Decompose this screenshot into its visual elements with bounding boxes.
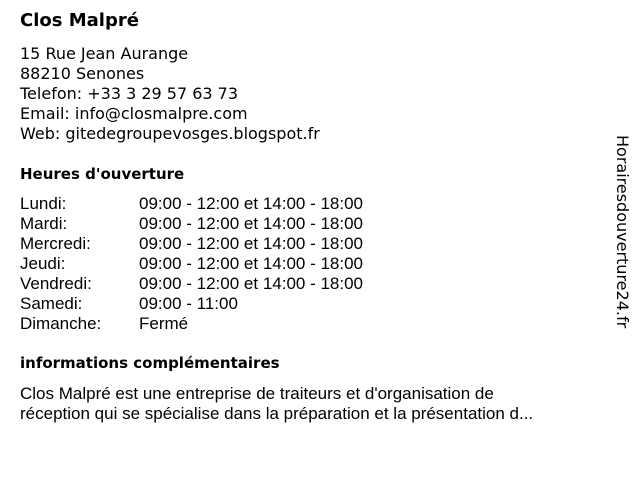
hours-value: 09:00 - 12:00 et 14:00 - 18:00	[139, 234, 364, 253]
day-label: Samedi:	[20, 294, 83, 313]
hours-row: Samedi: 09:00 - 11:00	[20, 294, 363, 314]
info-description: Clos Malpré est une entreprise de traite…	[20, 384, 630, 424]
hours-row: Mercredi: 09:00 - 12:00 et 14:00 - 18:00	[20, 234, 363, 254]
hours-row: Jeudi: 09:00 - 12:00 et 14:00 - 18:00	[20, 254, 363, 274]
hours-row: Lundi: 09:00 - 12:00 et 14:00 - 18:00	[20, 194, 363, 214]
email: Email: info@closmalpre.com	[20, 104, 248, 123]
day-label: Mardi:	[20, 214, 68, 233]
hours-row: Mardi: 09:00 - 12:00 et 14:00 - 18:00	[20, 214, 363, 234]
business-name: Clos Malpré	[20, 10, 139, 31]
info-heading: informations complémentaires	[20, 354, 280, 372]
hours-value: 09:00 - 12:00 et 14:00 - 18:00	[139, 194, 364, 213]
website: Web: gitedegroupevosges.blogspot.fr	[20, 124, 320, 143]
description-line: Clos Malpré est une entreprise de traite…	[20, 384, 494, 403]
day-label: Jeudi:	[20, 254, 66, 273]
day-label: Vendredi:	[20, 274, 92, 293]
hours-value: 09:00 - 12:00 et 14:00 - 18:00	[139, 214, 364, 233]
hours-value: 09:00 - 12:00 et 14:00 - 18:00	[139, 254, 364, 273]
phone: Telefon: +33 3 29 57 63 73	[20, 84, 239, 103]
watermark: Horairesdouverture24.fr	[613, 135, 632, 329]
address-street: 15 Rue Jean Aurange	[20, 44, 189, 63]
day-label: Lundi:	[20, 194, 67, 213]
hours-row: Dimanche: Fermé	[20, 314, 363, 334]
hours-row: Vendredi: 09:00 - 12:00 et 14:00 - 18:00	[20, 274, 363, 294]
hours-heading: Heures d'ouverture	[20, 165, 185, 183]
day-label: Dimanche:	[20, 314, 102, 333]
hours-table: Lundi: 09:00 - 12:00 et 14:00 - 18:00 Mar…	[20, 194, 363, 334]
address-city: 88210 Senones	[20, 64, 145, 83]
hours-value: Fermé	[139, 314, 189, 333]
hours-value: 09:00 - 12:00 et 14:00 - 18:00	[139, 274, 364, 293]
description-line: réception qui se spécialise dans la prép…	[20, 404, 534, 423]
contact-block: 15 Rue Jean Aurange 88210 Senones Telefo…	[20, 44, 320, 144]
hours-value: 09:00 - 11:00	[139, 294, 238, 313]
day-label: Mercredi:	[20, 234, 91, 253]
